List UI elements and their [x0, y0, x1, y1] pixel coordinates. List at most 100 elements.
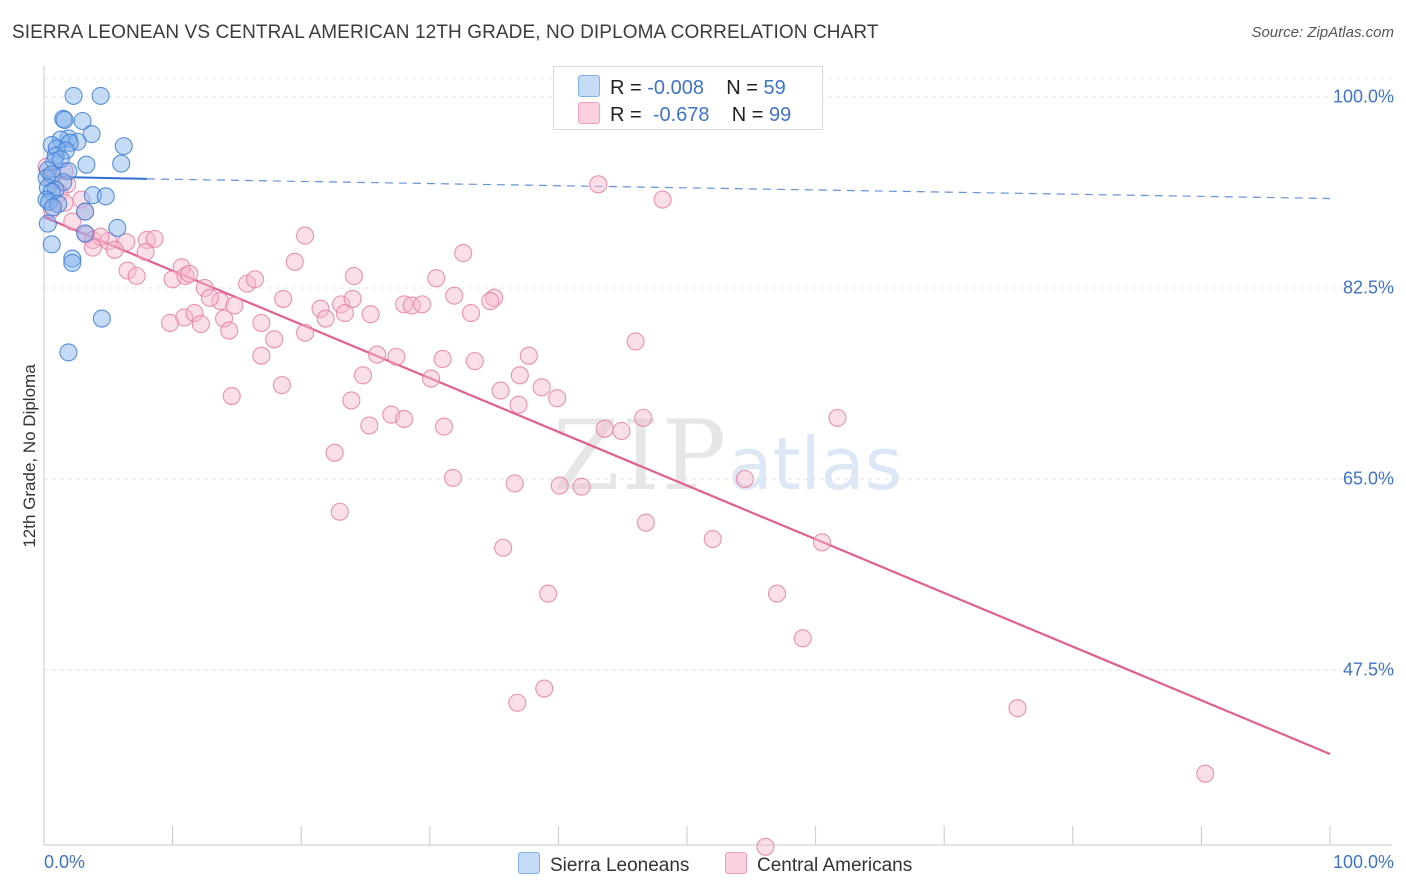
legend-swatch-blue — [578, 75, 600, 97]
sierra-leonean-point — [43, 198, 63, 217]
central-american-point — [175, 308, 194, 327]
central-american-point — [83, 238, 102, 257]
x-tick-label-max: 100.0% — [1332, 852, 1394, 872]
sierra-leonean-point — [49, 194, 68, 214]
y-tick-label-100: 100.0% — [1332, 86, 1394, 107]
central-american-point — [653, 190, 672, 209]
central-american-point — [272, 376, 291, 395]
chart-source: Source: ZipAtlas.com — [1251, 24, 1394, 41]
sierra-leonean-point — [76, 202, 95, 221]
central-american-point — [225, 296, 244, 315]
central-american-point — [63, 212, 82, 231]
central-american-point — [118, 261, 137, 280]
sierra-leonean-point — [76, 224, 95, 243]
central-american-point — [589, 175, 608, 194]
central-american-point — [325, 443, 344, 462]
legend-n-value: 99 — [769, 104, 792, 126]
central-american-point — [572, 477, 591, 496]
sierra-leonean-point — [37, 190, 56, 209]
legend-swatch-pink — [578, 102, 600, 124]
central-american-point — [465, 352, 484, 371]
central-american-point — [395, 409, 414, 429]
central-american-point — [191, 314, 210, 334]
central-american-point — [172, 258, 191, 277]
central-american-point — [353, 366, 372, 385]
central-american-point — [413, 295, 432, 314]
central-american-point — [252, 346, 271, 365]
watermark: ZIPatlas — [553, 400, 902, 512]
legend-r-label: R = — [610, 77, 642, 99]
sierra-leonean-point — [54, 109, 73, 128]
sierra-leonean-point — [77, 155, 96, 174]
central-american-point — [612, 421, 631, 441]
legend-series-name: Sierra Leoneans — [550, 855, 690, 876]
central-american-point — [274, 289, 293, 308]
central-american-point — [296, 323, 315, 342]
legend-series-name: Central Americans — [757, 855, 913, 876]
sierra-leonean-point — [114, 137, 133, 156]
sierra-leonean-point — [83, 186, 102, 205]
central-american-point — [445, 286, 464, 305]
central-american-point — [195, 278, 214, 298]
central-american-point — [105, 240, 124, 259]
legend-n-value: 59 — [763, 77, 786, 99]
sierra-leonean-point — [96, 187, 115, 206]
y-tick-label-82-5: 82.5% — [1342, 277, 1394, 298]
central-american-point — [1196, 764, 1215, 783]
central-american-point — [548, 389, 567, 408]
central-american-point — [387, 347, 406, 366]
sierra-leonean-point — [73, 111, 92, 131]
y-tick-label-47-5: 47.5% — [1342, 659, 1394, 680]
trend-line-central-americans — [43, 216, 1331, 756]
central-american-point — [360, 416, 379, 435]
watermark-zip: ZIP — [553, 400, 729, 512]
central-american-point — [220, 321, 239, 340]
chart-title: SIERRA LEONEAN VS CENTRAL AMERICAN 12TH … — [12, 22, 879, 43]
central-american-point — [343, 289, 362, 308]
central-american-point — [461, 304, 481, 323]
central-american-point — [285, 252, 304, 271]
central-american-point — [519, 346, 538, 365]
central-american-point — [245, 270, 264, 289]
sierra-leonean-point — [56, 141, 75, 160]
central-american-point — [508, 693, 527, 712]
central-american-point — [454, 244, 473, 263]
central-american-point — [812, 533, 832, 552]
central-american-point — [211, 292, 230, 311]
stats-legend: R = -0.008 N = 59 R = -0.678 N = 99 — [553, 66, 823, 130]
bottom-legend-sierra-leoneans: Sierra Leoneans — [518, 852, 689, 877]
x-tick-label-min: 0.0% — [44, 852, 86, 872]
central-american-point — [767, 584, 787, 603]
central-american-point — [265, 330, 284, 349]
central-american-point — [443, 468, 462, 487]
central-american-point — [595, 419, 614, 438]
central-american-point — [636, 513, 655, 532]
central-american-point — [509, 395, 528, 414]
central-american-point — [361, 305, 380, 324]
legend-row-central-americans: R = -0.678 N = 99 — [578, 102, 791, 127]
central-american-point — [828, 408, 847, 427]
central-american-point — [344, 266, 363, 286]
central-american-point — [214, 309, 234, 328]
central-american-point — [626, 332, 645, 351]
trend-line-sierra-leoneans-extension — [146, 178, 1331, 200]
legend-r-value: -0.678 — [652, 104, 710, 126]
sierra-leonean-point — [64, 86, 83, 105]
central-american-point — [222, 387, 241, 406]
central-american-point — [200, 288, 219, 307]
central-american-point — [532, 378, 551, 397]
sierra-leonean-point — [108, 218, 127, 238]
watermark-atlas: atlas — [728, 422, 903, 506]
legend-row-sierra-leoneans: R = -0.008 N = 59 — [578, 75, 786, 100]
central-american-point — [510, 366, 529, 385]
legend-n-label: N = — [726, 77, 758, 99]
central-american-point — [793, 629, 812, 648]
sierra-leonean-point — [63, 249, 82, 268]
central-american-point — [539, 584, 558, 603]
central-american-point — [505, 474, 524, 493]
central-american-point — [316, 309, 335, 328]
legend-swatch-pink — [725, 852, 747, 874]
central-american-point — [494, 538, 513, 557]
central-american-point — [296, 226, 315, 245]
